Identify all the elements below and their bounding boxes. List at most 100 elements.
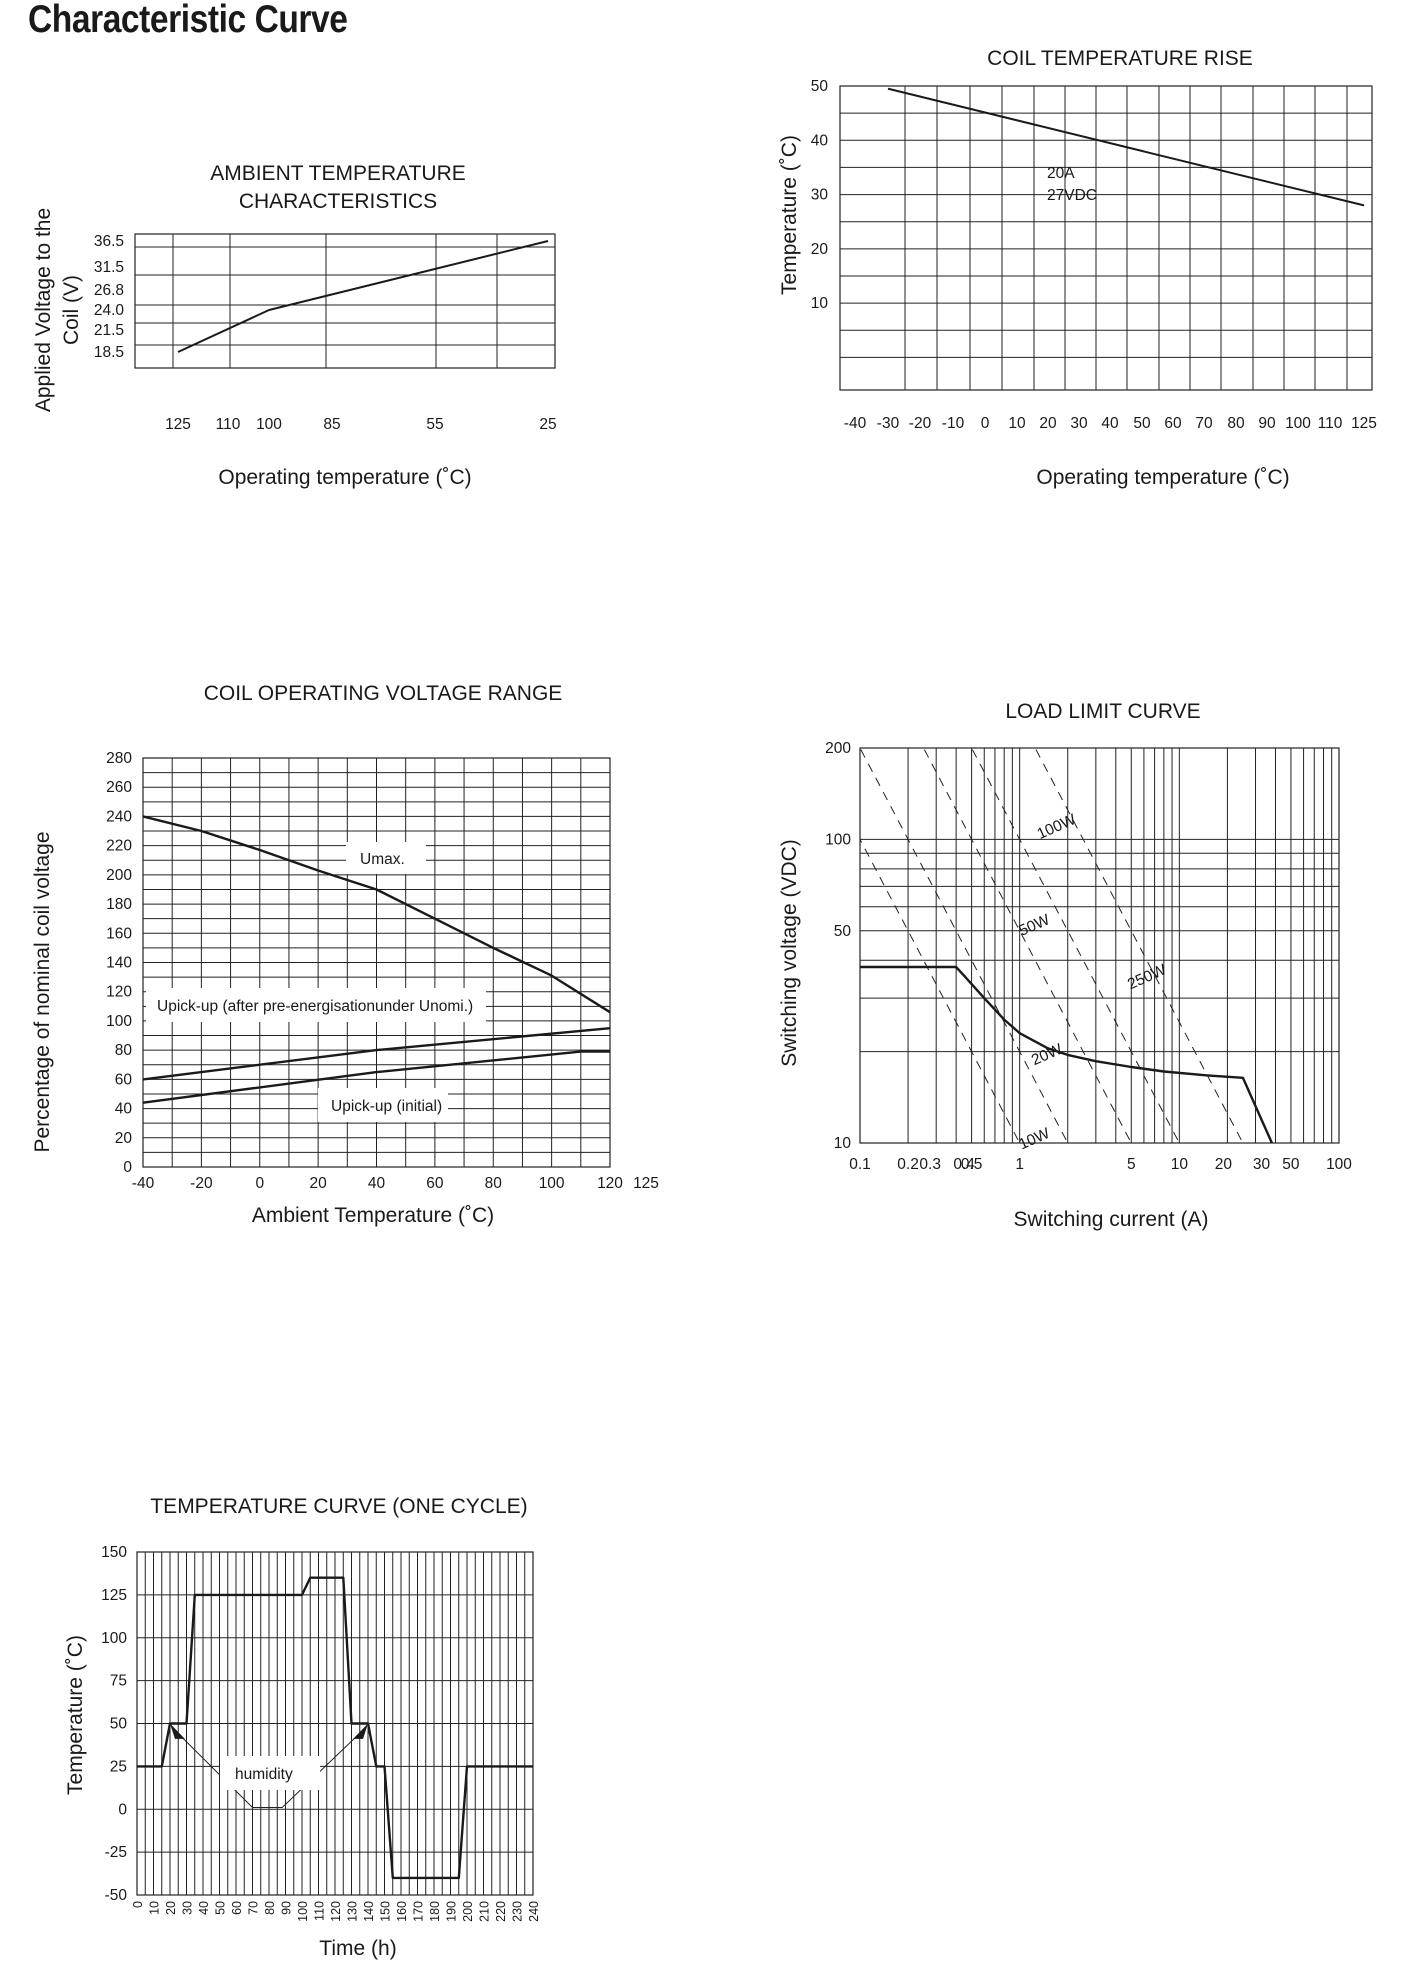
x-tick-label: 0.4: [953, 1156, 975, 1173]
x-ticks: 125 110 100 85 55 25: [165, 416, 557, 433]
x-tick-label: 25: [539, 416, 556, 433]
x-tick-label: 80: [263, 1901, 277, 1915]
y-tick-label: 280: [106, 750, 132, 767]
power-lines: [860, 748, 1244, 1143]
x-tick-label: 1: [1015, 1156, 1024, 1173]
y-tick-label: -25: [105, 1844, 127, 1861]
x-tick-label: 125: [1351, 415, 1377, 432]
y-tick-label: 50: [834, 923, 852, 940]
x-tick-label: 90: [280, 1901, 294, 1915]
chart-title-line-2: CHARACTERISTICS: [239, 190, 437, 213]
x-axis-label: Operating temperature (˚C): [218, 466, 471, 489]
power-line-label: 100W: [1035, 811, 1079, 843]
y-axis-label: Temperature (˚C): [64, 1635, 87, 1795]
x-tick-label: 100: [296, 1901, 310, 1922]
y-tick-label: 30: [811, 187, 829, 204]
x-tick-label: 120: [329, 1901, 343, 1922]
y-ticks: 150 125 100 75 50 25 0 -25 -50: [101, 1544, 127, 1904]
x-ticks: -40 -20 0 20 40 60 80 100 120 125: [132, 1175, 659, 1192]
y-ticks: 10 50 100 200: [825, 740, 851, 1152]
humidity-label-box: [220, 1756, 320, 1790]
y-tick-label: 100: [106, 1013, 132, 1030]
y-tick-label: 0: [118, 1801, 127, 1818]
x-tick-label: 60: [230, 1901, 244, 1915]
arrow-left: [170, 1723, 185, 1739]
power-line-250W: [1034, 748, 1244, 1143]
x-tick-label: 220: [494, 1901, 508, 1922]
y-axis-label: Switching voltage (VDC): [778, 839, 801, 1067]
x-tick-label: 130: [346, 1901, 360, 1922]
label-upickup-initial: Upick-up (initial): [331, 1098, 442, 1115]
y-tick-label: 20: [811, 241, 829, 258]
y-tick-label: 36.5: [94, 233, 124, 250]
plot-frame: [134, 233, 556, 369]
annotation-current: 20A: [1047, 165, 1075, 182]
y-tick-label: 10: [811, 295, 829, 312]
y-tick-label: -50: [105, 1887, 128, 1904]
label-upickup-after: Upick-up (after pre-energisationunder Un…: [157, 998, 473, 1015]
x-tick-label: -10: [942, 415, 965, 432]
chart-title-line-1: AMBIENT TEMPERATURE: [210, 162, 466, 185]
y-axis-label-line-1: Applied Voltage to the: [32, 208, 55, 412]
x-ticks: -40 -30 -20 -10 0 10 20 30 40 50 60 70 80 90 100 110 125: [844, 415, 1377, 432]
x-tick-label: 70: [247, 1901, 261, 1915]
x-tick-label: 0.5: [961, 1156, 983, 1173]
y-tick-label: 200: [825, 740, 851, 757]
x-tick-label: 10: [148, 1901, 162, 1915]
y-tick-label: 200: [106, 867, 132, 884]
x-tick-label: 150: [379, 1901, 393, 1922]
coil-operating-voltage-range-chart: COIL OPERATING VOLTAGE RANGE 0 20 40 60 80 10…: [31, 682, 659, 1227]
y-tick-label: 125: [101, 1587, 127, 1604]
x-tick-label: 80: [485, 1175, 503, 1192]
x-axis-label: Time (h): [319, 1937, 396, 1960]
grid: [136, 1551, 534, 1896]
humidity-label: humidity: [235, 1766, 293, 1783]
x-tick-label: 55: [426, 416, 443, 433]
x-tick-label: 20: [164, 1901, 178, 1915]
temperature-rise-line: [887, 87, 1365, 207]
chart-title: LOAD LIMIT CURVE: [1005, 700, 1200, 723]
x-ticks: 0.1 0.2 0.3 0.40.5 1 5 10 20 30 50 100: [849, 1156, 1352, 1173]
x-tick-label: 50: [1282, 1156, 1300, 1173]
x-tick-label: -40: [132, 1175, 155, 1192]
x-tick-label: -20: [909, 415, 932, 432]
grid: [859, 747, 1340, 1144]
y-axis-label: Temperature (˚C): [778, 135, 801, 295]
x-tick-label: 40: [197, 1901, 211, 1915]
grid: [839, 85, 1373, 391]
y-tick-label: 180: [106, 896, 132, 913]
x-tick-label: 30: [1070, 415, 1088, 432]
x-tick-label: 40: [368, 1175, 386, 1192]
umax-curve: [142, 815, 611, 1014]
y-ticks: 10 20 30 40 50: [811, 78, 829, 312]
series: [887, 87, 1365, 207]
series: [137, 1576, 533, 1880]
x-tick-label: 125: [165, 416, 191, 433]
x-tick-label: 120: [597, 1175, 623, 1192]
power-line-label: 250W: [1125, 961, 1169, 993]
x-tick-label: 10: [1171, 1156, 1189, 1173]
y-tick-label: 10: [834, 1135, 852, 1152]
x-tick-label: 110: [313, 1901, 327, 1921]
x-tick-label: 0.3: [919, 1156, 941, 1173]
series: [177, 240, 549, 353]
label-umax: Umax.: [360, 851, 405, 868]
power-line-label: 10W: [1016, 1125, 1052, 1154]
x-tick-label: 0.2: [897, 1156, 919, 1173]
label-box-upickup-after: [146, 988, 486, 1022]
plot-frame: [859, 747, 1340, 1144]
y-tick-label: 240: [106, 808, 132, 825]
x-tick-label: 20: [310, 1175, 328, 1192]
y-tick-label: 24.0: [94, 302, 125, 319]
x-tick-label: 60: [426, 1175, 444, 1192]
y-axis-label-line-2: Coil (V): [60, 275, 83, 345]
y-tick-label: 60: [115, 1071, 133, 1088]
x-tick-label: 125: [633, 1175, 659, 1192]
power-line-label: 20W: [1029, 1041, 1065, 1070]
y-tick-label: 31.5: [94, 259, 124, 276]
y-tick-label: 140: [106, 955, 132, 972]
x-tick-label: 100: [256, 416, 282, 433]
x-tick-label: 80: [1227, 415, 1245, 432]
x-tick-label: -40: [844, 415, 867, 432]
